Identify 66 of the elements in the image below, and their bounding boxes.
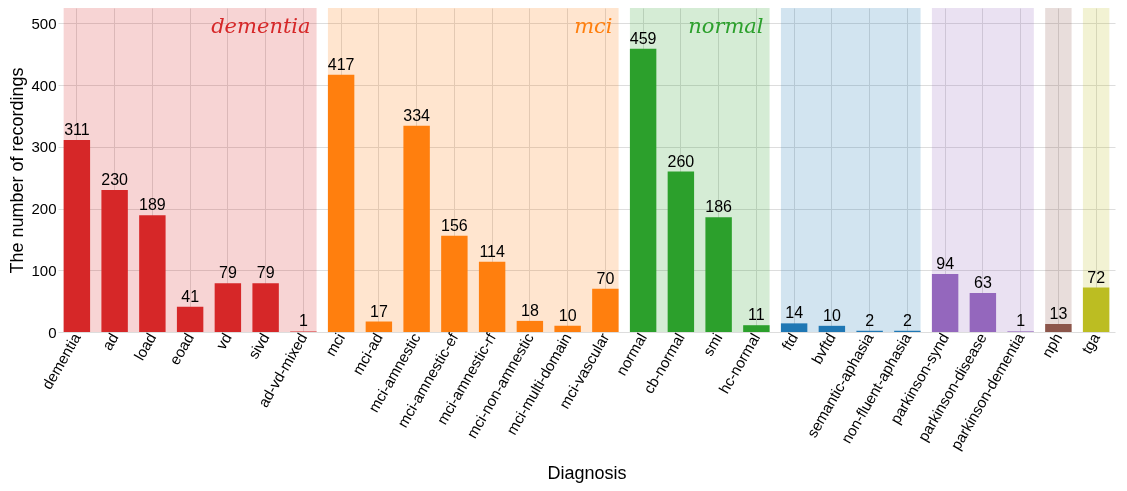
data-label: 11: [748, 306, 765, 324]
data-label: 260: [667, 152, 695, 170]
bar: [478, 261, 506, 332]
x-tick-label: tga: [1077, 329, 1104, 357]
data-label: 1: [1016, 312, 1026, 330]
bar: [365, 321, 393, 332]
data-label: 94: [936, 254, 955, 272]
data-label: 186: [705, 198, 733, 216]
data-label: 311: [64, 121, 90, 139]
x-axis-title: Diagnosis: [547, 462, 627, 483]
data-label: 10: [558, 306, 577, 324]
bar: [139, 215, 166, 332]
bar: [743, 325, 770, 332]
data-label: 1: [298, 312, 308, 330]
data-label: 230: [101, 171, 129, 189]
data-label: 189: [139, 196, 166, 214]
bar: [780, 323, 808, 332]
x-tick-label: ftd: [777, 330, 802, 353]
bar: [441, 235, 468, 332]
data-label: 10: [822, 306, 841, 324]
x-tick-label: nph: [1038, 330, 1066, 361]
x-tick-label: ad: [98, 330, 122, 353]
bar: [327, 74, 355, 332]
bar: [629, 48, 657, 332]
y-tick-label: 500: [31, 14, 57, 32]
data-label: 79: [256, 264, 275, 282]
bar: [969, 293, 997, 332]
data-label: 156: [441, 216, 468, 234]
data-label: 2: [902, 311, 912, 329]
x-tick-label: vd: [212, 330, 235, 353]
data-label: 14: [785, 304, 804, 322]
data-label: 334: [403, 106, 431, 124]
data-label: 114: [479, 242, 505, 260]
bar: [101, 190, 128, 332]
bar: [592, 288, 619, 332]
bar: [931, 273, 959, 332]
bar: [818, 325, 846, 332]
band-label: mci: [574, 14, 613, 38]
bar: [214, 283, 242, 332]
bar: [403, 125, 430, 332]
bar: [252, 283, 279, 332]
band-label: normal: [688, 14, 764, 38]
data-label: 63: [973, 274, 992, 292]
bar: [63, 140, 91, 332]
data-label: 79: [218, 264, 237, 282]
data-label: 18: [520, 301, 539, 319]
data-label: 459: [629, 29, 657, 47]
bar: [554, 325, 581, 332]
data-label: 70: [596, 269, 615, 287]
data-label: 2: [865, 311, 875, 329]
bar: [667, 171, 695, 332]
data-label: 17: [369, 302, 388, 320]
bar: [516, 320, 544, 332]
bar: [176, 306, 204, 332]
data-label: 41: [181, 287, 200, 305]
data-label: 72: [1087, 268, 1106, 286]
y-tick-label: 400: [31, 76, 57, 94]
data-label: 13: [1049, 304, 1068, 322]
y-tick-label: 200: [31, 200, 57, 218]
band-label: dementia: [211, 14, 311, 38]
y-axis-title: The number of recordings: [7, 67, 28, 274]
bar: [705, 217, 732, 332]
y-tick-label: 300: [31, 138, 57, 156]
x-tick-label: mci: [321, 330, 349, 359]
data-label: 417: [327, 55, 355, 73]
y-tick-label: 100: [31, 261, 57, 279]
